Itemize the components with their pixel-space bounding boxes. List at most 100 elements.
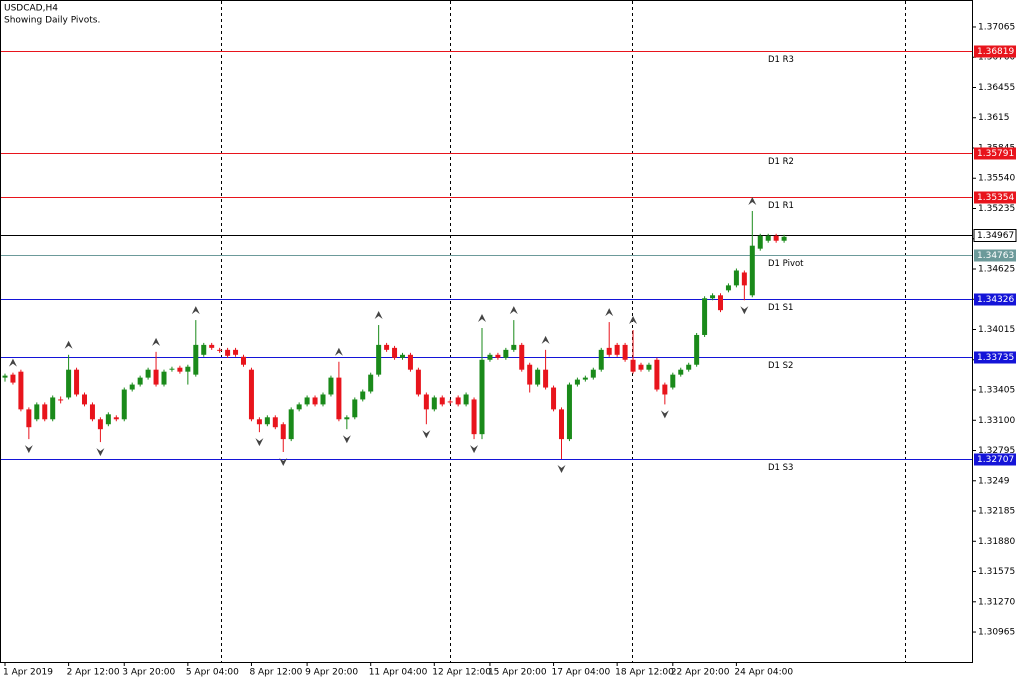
- candle-body: [320, 394, 326, 405]
- x-tick-label: 1 Apr 2019: [3, 668, 53, 678]
- candle-body: [543, 369, 549, 388]
- x-tick-label: 18 Apr 12:00: [615, 668, 674, 678]
- candle-body: [145, 369, 151, 378]
- price-box: [973, 229, 1017, 242]
- candle-body: [630, 359, 636, 372]
- fractal-down: [255, 438, 264, 447]
- price-box-label: 1.35354: [977, 193, 1014, 203]
- candle-body: [765, 235, 771, 241]
- chart-title: USDCAD,H4: [4, 4, 58, 14]
- fractal-up: [64, 340, 73, 349]
- fractal-up: [478, 314, 486, 323]
- candle-body: [718, 295, 723, 311]
- candle-body: [272, 417, 278, 428]
- y-tick-label: 1.33405: [978, 386, 1015, 396]
- price-box: [974, 453, 1016, 466]
- fractal-up: [541, 335, 550, 344]
- x-tick-label: 17 Apr 04:00: [552, 668, 611, 678]
- y-tick-label: 1.34625: [978, 265, 1015, 275]
- pivot-label: D1 R3: [768, 55, 794, 65]
- pivot-label: D1 R1: [768, 201, 794, 211]
- candle-body: [248, 369, 254, 420]
- x-tick-label: 24 Apr 04:00: [734, 668, 793, 678]
- x-tick-label: 8 Apr 12:00: [249, 668, 302, 678]
- fractal-up: [8, 358, 17, 367]
- candle-body: [582, 377, 588, 380]
- candle-body: [455, 397, 461, 405]
- candle-body: [10, 374, 16, 383]
- candle-body: [288, 409, 294, 440]
- pivot-label: D1 S2: [768, 361, 793, 371]
- candle-body: [296, 404, 302, 410]
- x-tick-label: 11 Apr 04:00: [369, 668, 428, 678]
- candle-body: [535, 369, 541, 385]
- candle-body: [551, 387, 557, 410]
- y-tick-label: 1.32185: [978, 507, 1015, 517]
- price-box: [974, 147, 1016, 160]
- candle-body: [590, 369, 596, 378]
- candle-body: [241, 356, 246, 365]
- y-tick-label: 1.35235: [978, 204, 1015, 214]
- candle-body: [606, 347, 612, 355]
- candle-body: [121, 389, 127, 420]
- fractal-down: [557, 464, 566, 473]
- fractal-down: [342, 435, 351, 444]
- price-box-label: 1.34763: [977, 251, 1014, 261]
- candle-body: [34, 404, 40, 420]
- candle-body: [662, 384, 668, 395]
- y-tick-label: 1.36455: [978, 83, 1015, 93]
- y-tick-label: 1.31880: [978, 537, 1015, 547]
- candle-body: [487, 354, 493, 360]
- period-separators: [221, 1, 906, 662]
- candle-body: [256, 419, 262, 425]
- price-box: [974, 45, 1016, 58]
- candle-body: [479, 359, 485, 435]
- candle-body: [678, 369, 684, 375]
- price-box-label: 1.35791: [977, 149, 1014, 159]
- candle-body: [58, 399, 64, 401]
- price-box: [974, 191, 1016, 204]
- candle-body: [42, 404, 48, 420]
- candle-body: [694, 334, 700, 365]
- candle-body: [559, 409, 564, 440]
- candle-body: [622, 344, 628, 360]
- price-box-label: 1.36819: [977, 47, 1014, 57]
- fractal-down: [24, 445, 33, 454]
- candle-body: [18, 371, 24, 410]
- candle-body: [781, 236, 787, 241]
- candle-body: [471, 399, 477, 435]
- fractal-down: [470, 445, 479, 454]
- fractal-down: [279, 458, 288, 467]
- price-box-label: 1.33735: [977, 353, 1014, 363]
- candle-body: [74, 369, 80, 395]
- candle-body: [773, 235, 779, 241]
- candle-body: [352, 399, 358, 418]
- pivot-label: D1 S3: [768, 463, 793, 473]
- x-tick-label: 9 Apr 20:00: [305, 668, 358, 678]
- candle-body: [360, 391, 366, 400]
- candle-body: [614, 344, 620, 355]
- price-box-label: 1.34326: [977, 295, 1014, 305]
- y-tick-label: 1.35540: [978, 174, 1015, 184]
- y-tick-label: 1.32795: [978, 446, 1015, 456]
- candle-body: [400, 354, 405, 358]
- candle-body: [757, 235, 763, 249]
- candle-body: [209, 344, 215, 348]
- candle-body: [415, 369, 421, 395]
- fractal-up: [509, 306, 518, 315]
- candle-body: [495, 354, 501, 358]
- candle-body: [82, 394, 87, 405]
- candle-body: [598, 349, 604, 370]
- candle-body: [439, 397, 445, 405]
- y-tick-label: 1.36760: [978, 53, 1015, 63]
- candle-body: [137, 377, 143, 385]
- y-tick-label: 1.34015: [978, 325, 1015, 335]
- candle-body: [670, 374, 676, 388]
- candle-body: [654, 359, 660, 390]
- candle-body: [280, 424, 286, 440]
- y-tick-label: 1.33100: [978, 416, 1015, 426]
- candle-body: [503, 349, 509, 358]
- candle-body: [264, 417, 270, 425]
- x-tick-label: 22 Apr 20:00: [671, 668, 730, 678]
